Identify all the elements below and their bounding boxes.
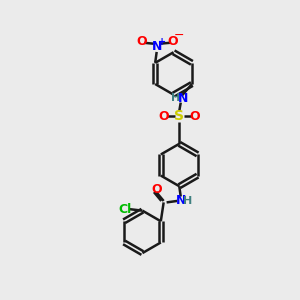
Text: N: N: [152, 40, 162, 53]
Text: O: O: [136, 35, 147, 48]
Text: +: +: [158, 37, 166, 46]
Text: Cl: Cl: [119, 203, 132, 216]
Text: N: N: [178, 92, 188, 105]
Text: O: O: [189, 110, 200, 123]
Text: S: S: [174, 110, 184, 123]
Text: O: O: [159, 110, 169, 123]
Text: O: O: [167, 35, 178, 48]
Text: O: O: [151, 183, 162, 196]
Text: −: −: [174, 29, 184, 42]
Text: N: N: [176, 194, 186, 207]
Text: H: H: [183, 196, 192, 206]
Text: H: H: [171, 93, 180, 103]
